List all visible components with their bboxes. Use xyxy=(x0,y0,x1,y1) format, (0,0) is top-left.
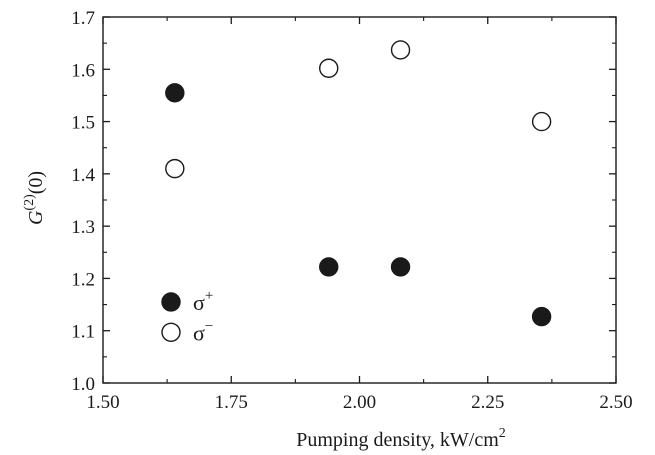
sigma-minus-point xyxy=(165,158,185,179)
sigma-minus-point xyxy=(390,40,411,60)
legend-marker-open xyxy=(161,322,181,342)
y-tick-label: 1.0 xyxy=(71,374,95,395)
legend-marker-filled xyxy=(161,292,181,312)
x-tick-label: 2.25 xyxy=(471,392,504,413)
y-tick-label: 1.7 xyxy=(71,8,95,29)
sigma-plus-point xyxy=(531,306,552,327)
y-tick-label: 1.3 xyxy=(71,217,95,238)
legend-label: σ+ xyxy=(193,288,213,315)
y-axis: 1.0 1.1 1.2 1.3 1.4 1.5 1.6 1.7 xyxy=(71,8,616,395)
sigma-minus-point xyxy=(531,111,552,132)
x-tick-label: 2.50 xyxy=(599,392,632,413)
x-tick-label: 1.50 xyxy=(86,392,119,413)
x-tick-label: 2.00 xyxy=(343,392,376,413)
data-points xyxy=(165,40,552,327)
x-tick-label: 1.75 xyxy=(215,392,248,413)
y-tick-label: 1.6 xyxy=(71,60,95,81)
y-tick-label: 1.4 xyxy=(71,165,95,186)
legend-label: σ− xyxy=(193,318,213,345)
sigma-plus-point xyxy=(390,257,411,277)
sigma-plus-point xyxy=(165,83,185,103)
y-tick-label: 1.5 xyxy=(71,113,95,134)
y-axis-title: G(2)(0) xyxy=(22,171,47,225)
x-axis-title: Pumping density, kW/cm2 xyxy=(296,426,506,451)
y-tick-label: 1.2 xyxy=(71,269,95,290)
plot-border xyxy=(102,16,617,384)
sigma-plus-point xyxy=(319,257,339,277)
legend: σ+ σ− xyxy=(161,288,213,345)
y-tick-label: 1.1 xyxy=(71,322,95,343)
plot-frame xyxy=(102,16,617,384)
sigma-minus-point xyxy=(319,58,339,78)
x-axis: 1.50 1.75 2.00 2.25 2.50 xyxy=(86,17,633,413)
